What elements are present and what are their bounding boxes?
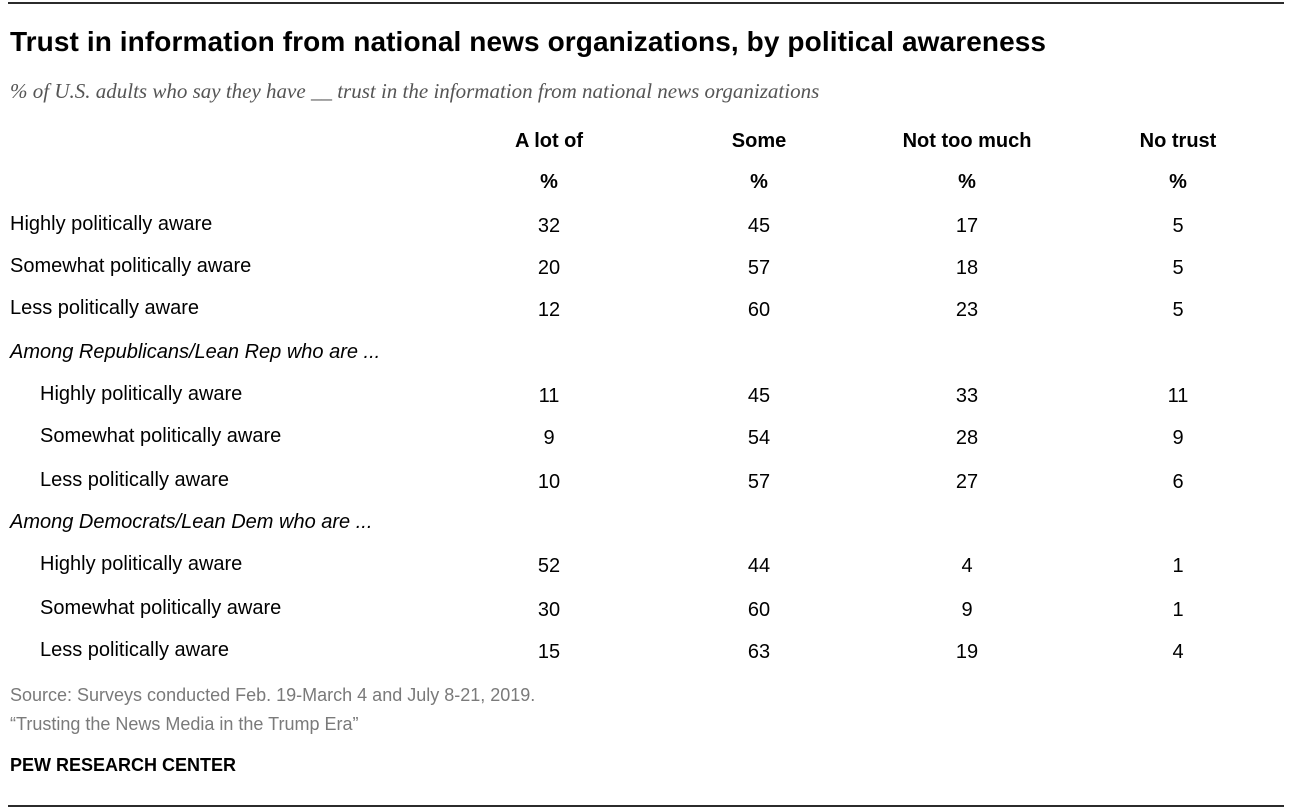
value-cell-no-trust: 9 [1172, 427, 1184, 449]
group-label: Among Republicans/Lean Rep who are ... [10, 341, 381, 363]
row-label: Less politically aware [40, 639, 229, 661]
chart-title: Trust in information from national news … [10, 26, 1047, 57]
chart-subtitle: % of U.S. adults who say they have __ tr… [10, 79, 820, 103]
value-cell-some: 60 [747, 299, 771, 321]
value-cell-not-too-much: 18 [955, 257, 979, 279]
value-cell-a-lot-of: 11 [538, 385, 560, 407]
unit-label-not-too-much: % [958, 171, 976, 193]
value-cell-a-lot-of: 12 [537, 299, 561, 321]
value-cell-no-trust: 11 [1167, 385, 1189, 407]
column-header-no-trust: No trust [1139, 130, 1217, 152]
value-cell-not-too-much: 17 [955, 215, 979, 237]
value-cell-not-too-much: 27 [955, 471, 979, 493]
row-label: Highly politically aware [10, 213, 213, 235]
value-cell-some: 45 [747, 385, 771, 407]
value-cell-no-trust: 6 [1172, 471, 1184, 493]
row-label: Highly politically aware [40, 383, 243, 405]
value-cell-not-too-much: 28 [955, 427, 979, 449]
brand-logo-text: PEW RESEARCH CENTER [10, 755, 237, 775]
value-cell-no-trust: 1 [1172, 555, 1184, 577]
value-cell-not-too-much: 4 [961, 555, 973, 577]
column-header-some: Some [731, 130, 787, 152]
value-cell-no-trust: 4 [1172, 641, 1184, 663]
value-cell-some: 45 [747, 215, 771, 237]
value-cell-a-lot-of: 32 [537, 215, 561, 237]
value-cell-a-lot-of: 52 [537, 555, 561, 577]
value-cell-some: 44 [747, 555, 771, 577]
column-header-a-lot-of: A lot of [514, 130, 584, 152]
group-label: Among Democrats/Lean Dem who are ... [10, 511, 373, 533]
value-cell-a-lot-of: 30 [537, 599, 561, 621]
value-cell-no-trust: 5 [1172, 257, 1184, 279]
bottom-rule [8, 805, 1284, 807]
value-cell-no-trust: 5 [1172, 299, 1184, 321]
row-label: Somewhat politically aware [40, 425, 282, 447]
value-cell-not-too-much: 9 [961, 599, 973, 621]
value-cell-not-too-much: 23 [955, 299, 979, 321]
value-cell-a-lot-of: 10 [537, 471, 561, 493]
value-cell-some: 63 [747, 641, 771, 663]
top-rule [8, 2, 1284, 4]
row-label: Less politically aware [40, 469, 229, 491]
column-header-not-too-much: Not too much [902, 130, 1032, 152]
value-cell-a-lot-of: 9 [543, 427, 555, 449]
source-note: Source: Surveys conducted Feb. 19-March … [10, 685, 536, 705]
value-cell-some: 54 [747, 427, 771, 449]
row-label: Less politically aware [10, 297, 199, 319]
value-cell-a-lot-of: 20 [537, 257, 561, 279]
unit-label-some: % [750, 171, 768, 193]
unit-label-a-lot-of: % [540, 171, 558, 193]
value-cell-not-too-much: 33 [955, 385, 979, 407]
value-cell-a-lot-of: 15 [537, 641, 561, 663]
value-cell-some: 57 [747, 257, 771, 279]
value-cell-no-trust: 1 [1172, 599, 1184, 621]
row-label: Highly politically aware [40, 553, 243, 575]
report-title: “Trusting the News Media in the Trump Er… [10, 714, 359, 734]
unit-label-no-trust: % [1169, 171, 1187, 193]
value-cell-some: 60 [747, 599, 771, 621]
value-cell-no-trust: 5 [1172, 215, 1184, 237]
row-label: Somewhat politically aware [10, 255, 252, 277]
value-cell-some: 57 [747, 471, 771, 493]
row-label: Somewhat politically aware [40, 597, 282, 619]
value-cell-not-too-much: 19 [955, 641, 979, 663]
